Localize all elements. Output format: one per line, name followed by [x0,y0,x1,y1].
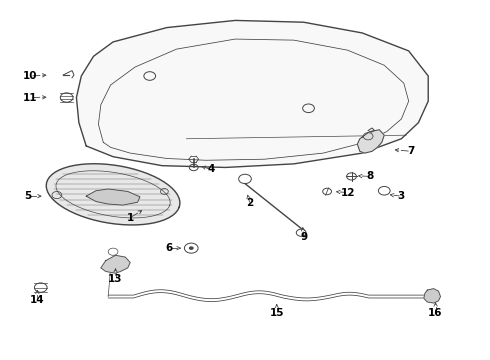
Polygon shape [86,189,140,205]
Text: 10: 10 [23,71,37,81]
Text: 4: 4 [207,164,215,174]
Text: 8: 8 [366,171,373,181]
Polygon shape [101,255,130,273]
Text: 9: 9 [300,232,307,242]
Text: 6: 6 [166,243,173,253]
Polygon shape [46,164,180,225]
Text: 11: 11 [23,93,37,103]
Text: 16: 16 [428,308,443,318]
Text: 13: 13 [108,274,123,284]
Text: 5: 5 [24,191,31,201]
Text: 3: 3 [398,191,405,201]
Text: 12: 12 [341,188,355,198]
Text: 14: 14 [30,295,45,305]
Text: 7: 7 [408,146,415,156]
Circle shape [189,246,194,250]
Text: 15: 15 [270,308,284,318]
Text: 1: 1 [126,213,134,222]
Polygon shape [424,289,441,303]
Polygon shape [357,130,384,153]
Polygon shape [76,21,428,167]
Text: 2: 2 [246,198,253,208]
